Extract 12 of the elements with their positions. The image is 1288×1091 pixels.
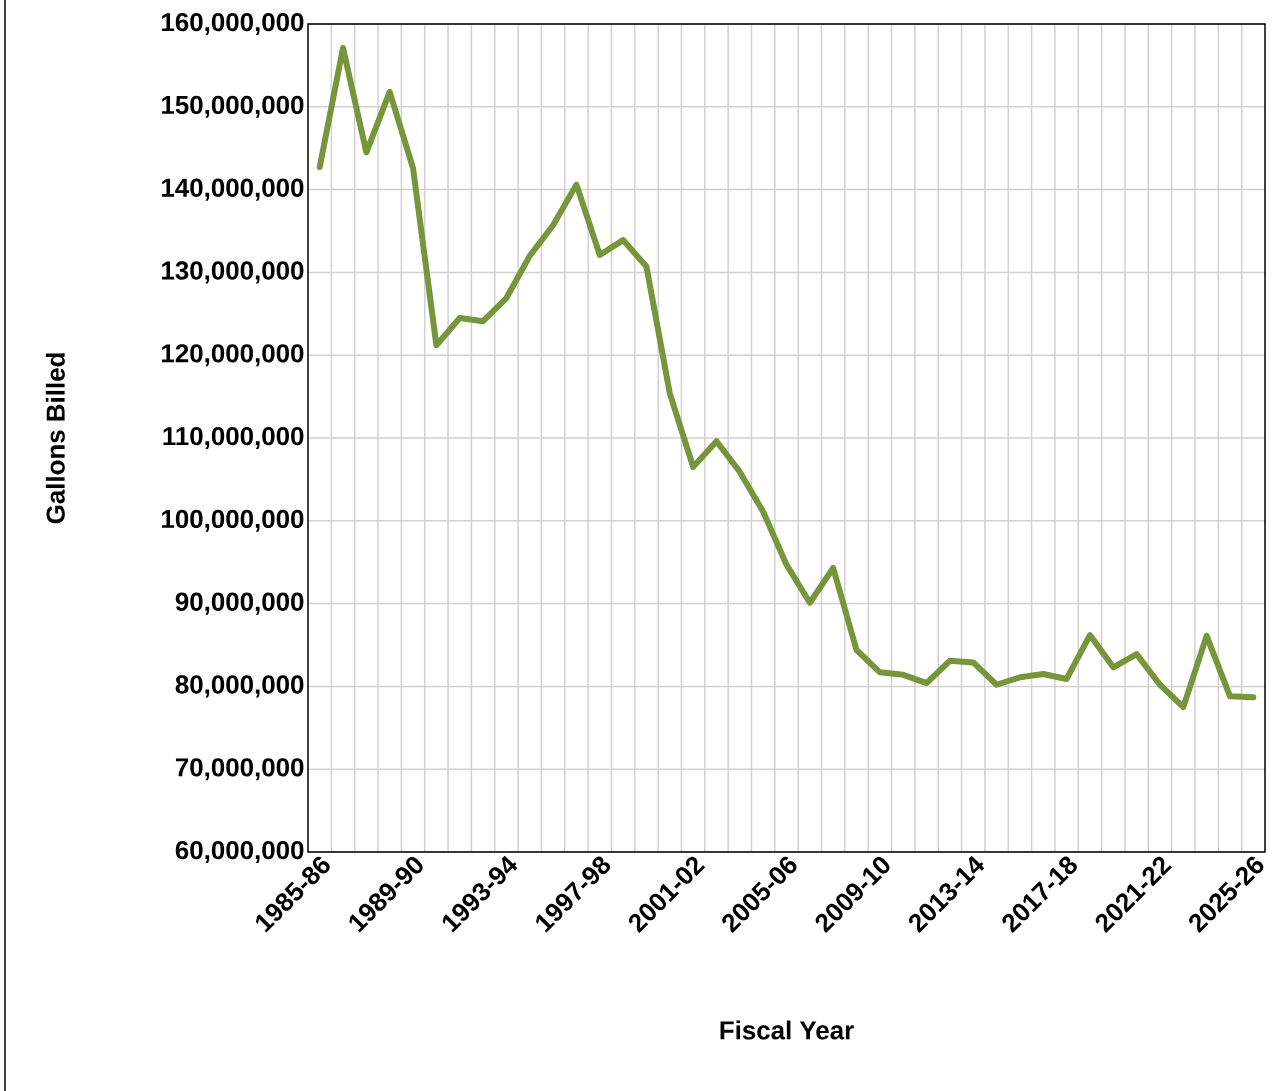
y-tick-label: 90,000,000 bbox=[175, 592, 304, 615]
y-tick-label: 160,000,000 bbox=[162, 12, 304, 36]
y-tick-label: 130,000,000 bbox=[162, 261, 304, 284]
y-tick-label: 140,000,000 bbox=[162, 178, 304, 201]
y-tick-label: 120,000,000 bbox=[162, 344, 304, 367]
x-axis-title: Fiscal Year bbox=[720, 1020, 854, 1040]
y-tick-label: 110,000,000 bbox=[163, 426, 304, 450]
y-axis-title: Gallons Billed bbox=[45, 353, 65, 524]
y-tick-label: 70,000,000 bbox=[175, 758, 304, 781]
y-tick-label: 100,000,000 bbox=[162, 509, 304, 532]
y-tick-label: 150,000,000 bbox=[162, 95, 304, 118]
y-tick-label: 80,000,000 bbox=[175, 675, 304, 698]
